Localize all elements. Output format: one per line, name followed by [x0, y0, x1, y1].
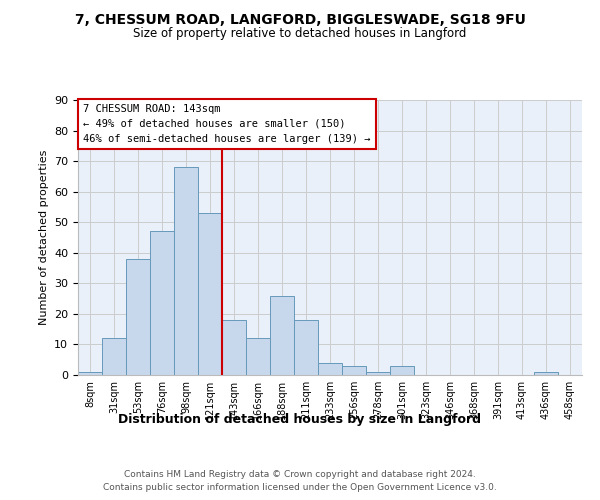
- Text: 7 CHESSUM ROAD: 143sqm
← 49% of detached houses are smaller (150)
46% of semi-de: 7 CHESSUM ROAD: 143sqm ← 49% of detached…: [83, 104, 371, 144]
- Text: Contains HM Land Registry data © Crown copyright and database right 2024.: Contains HM Land Registry data © Crown c…: [124, 470, 476, 479]
- Text: Size of property relative to detached houses in Langford: Size of property relative to detached ho…: [133, 28, 467, 40]
- Text: Distribution of detached houses by size in Langford: Distribution of detached houses by size …: [119, 412, 482, 426]
- Bar: [390, 366, 414, 375]
- Bar: [126, 259, 150, 375]
- Bar: [174, 167, 198, 375]
- Bar: [246, 338, 270, 375]
- Bar: [222, 320, 246, 375]
- Bar: [366, 372, 390, 375]
- Bar: [318, 363, 342, 375]
- Bar: [534, 372, 558, 375]
- Bar: [270, 296, 294, 375]
- Bar: [150, 232, 174, 375]
- Text: 7, CHESSUM ROAD, LANGFORD, BIGGLESWADE, SG18 9FU: 7, CHESSUM ROAD, LANGFORD, BIGGLESWADE, …: [74, 12, 526, 26]
- Bar: [78, 372, 102, 375]
- Bar: [342, 366, 366, 375]
- Bar: [294, 320, 318, 375]
- Bar: [198, 213, 222, 375]
- Bar: [102, 338, 126, 375]
- Y-axis label: Number of detached properties: Number of detached properties: [38, 150, 49, 325]
- Text: Contains public sector information licensed under the Open Government Licence v3: Contains public sector information licen…: [103, 482, 497, 492]
